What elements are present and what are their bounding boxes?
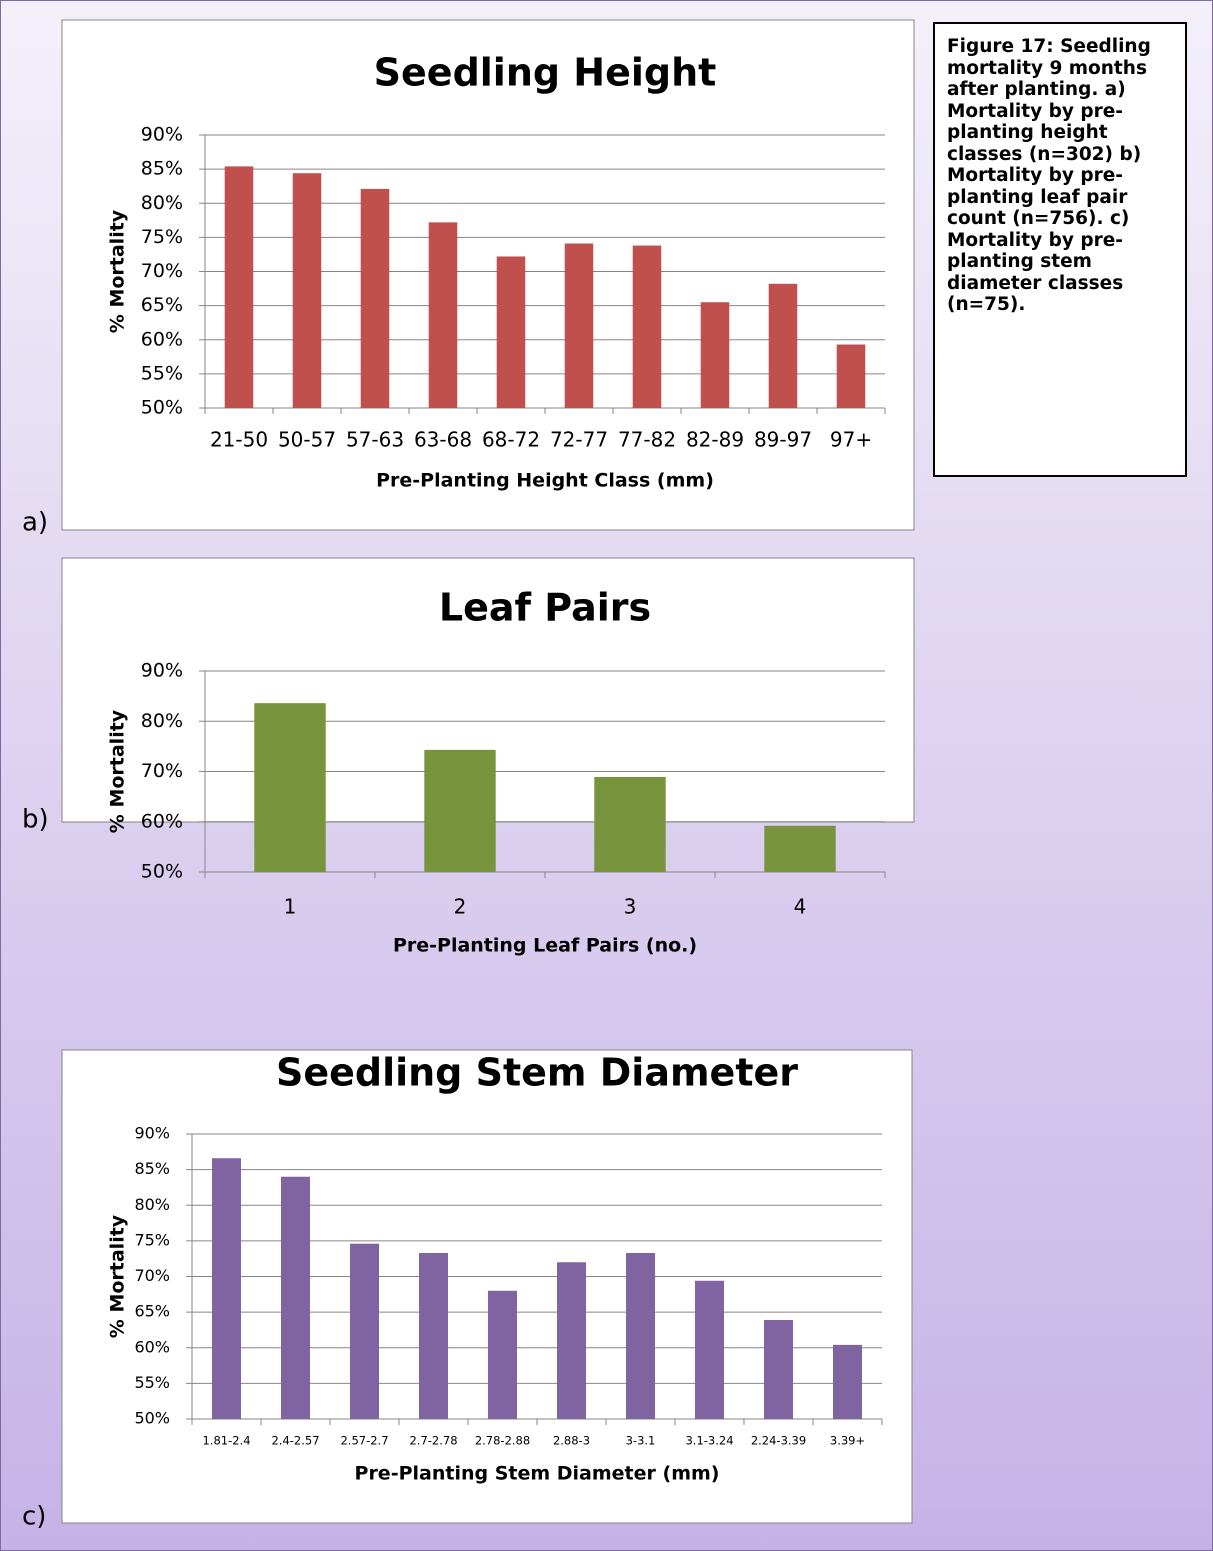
y-tick-label: 70% bbox=[134, 1266, 170, 1285]
x-tick-label: 3 bbox=[624, 895, 637, 919]
y-tick-label: 80% bbox=[141, 192, 183, 214]
x-tick-label: 2.78-2.88 bbox=[475, 1434, 530, 1448]
x-tick-label: 82-89 bbox=[686, 428, 744, 452]
x-tick-label: 2.4-2.57 bbox=[271, 1434, 319, 1448]
y-tick-label: 75% bbox=[141, 226, 183, 248]
x-tick-label: 3-3.1 bbox=[626, 1434, 656, 1448]
bar bbox=[254, 703, 326, 872]
bar bbox=[594, 777, 666, 872]
y-tick-label: 90% bbox=[134, 1124, 170, 1143]
x-tick-label: 1.81-2.4 bbox=[202, 1434, 250, 1448]
x-tick-label: 89-97 bbox=[754, 428, 812, 452]
chart-area bbox=[61, 1049, 913, 1524]
bar bbox=[424, 749, 496, 872]
x-tick-label: 72-77 bbox=[550, 428, 608, 452]
caption: Figure 17: Seedling mortality 9 months a… bbox=[933, 22, 1187, 477]
x-tick-label: 63-68 bbox=[414, 428, 472, 452]
chart-title: Seedling Stem Diameter bbox=[276, 1051, 798, 1095]
bar bbox=[557, 1262, 586, 1419]
x-tick-label: 2.57-2.7 bbox=[340, 1434, 388, 1448]
bar bbox=[292, 173, 322, 408]
bar bbox=[428, 222, 458, 408]
chart-title: Seedling Height bbox=[374, 51, 717, 95]
x-tick-label: 68-72 bbox=[482, 428, 540, 452]
x-tick-label: 77-82 bbox=[618, 428, 676, 452]
bar bbox=[695, 1280, 724, 1419]
y-axis-title: % Mortality bbox=[107, 1214, 129, 1338]
x-tick-label: 2.7-2.78 bbox=[409, 1434, 457, 1448]
panel-label: a) bbox=[22, 508, 48, 538]
y-axis-title: % Mortality bbox=[107, 209, 129, 333]
y-tick-label: 65% bbox=[134, 1302, 170, 1321]
y-axis-title: % Mortality bbox=[107, 709, 129, 833]
x-tick-label: 57-63 bbox=[346, 428, 404, 452]
bar bbox=[212, 1158, 241, 1419]
x-axis-title: Pre-Planting Leaf Pairs (no.) bbox=[393, 935, 697, 957]
bar bbox=[496, 256, 526, 408]
bar bbox=[833, 1344, 862, 1419]
bar bbox=[488, 1290, 517, 1419]
panel-label: c) bbox=[22, 1502, 46, 1532]
panel-label: b) bbox=[22, 805, 49, 835]
y-tick-label: 75% bbox=[134, 1230, 170, 1249]
y-tick-label: 60% bbox=[141, 810, 183, 832]
x-tick-label: 50-57 bbox=[278, 428, 336, 452]
y-tick-label: 70% bbox=[141, 760, 183, 782]
bar bbox=[626, 1252, 655, 1419]
x-tick-label: 3.39+ bbox=[830, 1434, 865, 1448]
y-tick-label: 55% bbox=[141, 362, 183, 384]
y-tick-label: 55% bbox=[134, 1373, 170, 1392]
y-tick-label: 90% bbox=[141, 660, 183, 682]
y-tick-label: 80% bbox=[134, 1195, 170, 1214]
chart-area bbox=[61, 19, 915, 531]
x-tick-label: 2.24-3.39 bbox=[751, 1434, 806, 1448]
chart-title: Leaf Pairs bbox=[439, 586, 651, 630]
x-axis-title: Pre-Planting Stem Diameter (mm) bbox=[355, 1463, 720, 1485]
bar bbox=[419, 1252, 448, 1419]
bar bbox=[632, 245, 662, 408]
x-tick-label: 21-50 bbox=[210, 428, 268, 452]
y-tick-label: 90% bbox=[141, 124, 183, 146]
bar bbox=[564, 243, 594, 408]
bar bbox=[764, 1319, 793, 1419]
x-tick-label: 4 bbox=[794, 895, 807, 919]
x-tick-label: 2.88-3 bbox=[553, 1434, 590, 1448]
y-tick-label: 65% bbox=[141, 294, 183, 316]
y-tick-label: 70% bbox=[141, 260, 183, 282]
y-tick-label: 50% bbox=[141, 397, 183, 419]
x-tick-label: 97+ bbox=[830, 428, 872, 452]
y-tick-label: 85% bbox=[134, 1159, 170, 1178]
bar bbox=[350, 1243, 379, 1419]
bar bbox=[764, 825, 836, 872]
x-tick-label: 2 bbox=[454, 895, 467, 919]
y-tick-label: 80% bbox=[141, 710, 183, 732]
y-tick-label: 85% bbox=[141, 158, 183, 180]
y-tick-label: 60% bbox=[134, 1337, 170, 1356]
bar bbox=[281, 1176, 310, 1419]
bar bbox=[700, 302, 730, 408]
bar bbox=[768, 283, 798, 408]
x-axis-title: Pre-Planting Height Class (mm) bbox=[376, 470, 714, 492]
y-tick-label: 50% bbox=[134, 1409, 170, 1428]
y-tick-label: 50% bbox=[141, 861, 183, 883]
bar bbox=[836, 344, 866, 408]
bar bbox=[224, 166, 254, 408]
bar bbox=[360, 188, 390, 408]
x-tick-label: 3.1-3.24 bbox=[685, 1434, 733, 1448]
x-tick-label: 1 bbox=[284, 895, 297, 919]
y-tick-label: 60% bbox=[141, 328, 183, 350]
